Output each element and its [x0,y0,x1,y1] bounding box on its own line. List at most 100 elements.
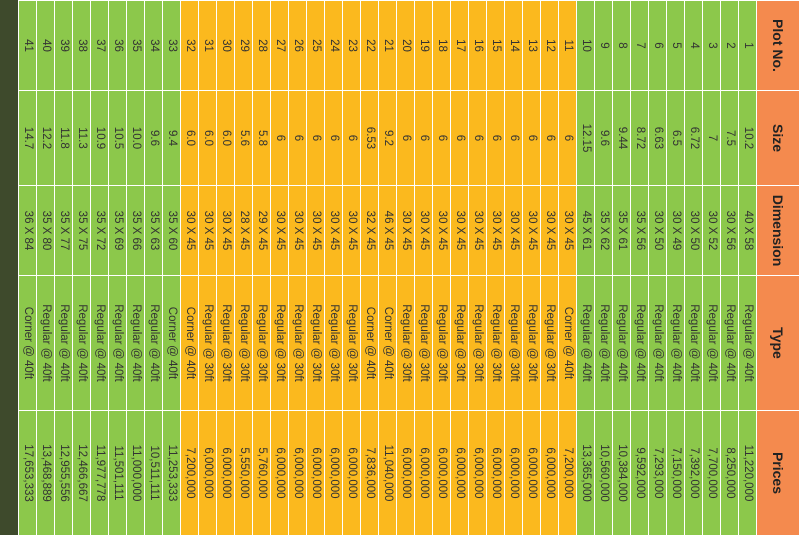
table-cell: Regular @ 30ft [540,275,559,411]
table-cell: Regular @ 30ft [216,275,235,411]
table-cell: Regular @ 40ft [630,275,649,411]
table-cell: 5.6 [234,90,253,186]
table-cell: 30 X 45 [324,185,343,276]
table-cell: Regular @ 30ft [468,275,487,411]
table-cell: Regular @ 40ft [144,275,163,411]
table-cell: 9.4 [162,90,181,186]
table-row: 21 9.2 46 X 45 Corner @ 40ft 11,040,000 [378,0,397,536]
table-cell: Corner @ 40ft [558,275,577,411]
table-cell: 11.8 [54,90,73,186]
table-cell: 35 X 60 [162,185,181,276]
table-cell: 6 [324,90,343,186]
table-cell: 7,150,000 [666,410,685,536]
table-row: 37 10.9 35 X 72 Regular @ 40ft 11,977,778 [90,0,109,536]
table-cell: Regular @ 30ft [234,275,253,411]
table-cell: 6,000,000 [432,410,451,536]
table-row: 3 7 30 X 52 Regular @ 40ft 7,700,000 [702,0,721,536]
table-cell: 30 X 45 [450,185,469,276]
table-cell: Regular @ 30ft [198,275,217,411]
table-cell: 7,836,000 [360,410,379,536]
table-cell: 1 [738,0,757,91]
table-cell: 28 [252,0,271,91]
table-cell: Regular @ 40ft [54,275,73,411]
table-cell: 6,000,000 [396,410,415,536]
table-cell: 6 [450,90,469,186]
table-cell: 9.2 [378,90,397,186]
table-cell: 35 X 80 [36,185,55,276]
table-cell: Regular @ 30ft [414,275,433,411]
table-row: 7 8.72 35 X 56 Regular @ 40ft 9,592,000 [630,0,649,536]
table-cell: 6 [522,90,541,186]
table-row: 5 6.5 30 X 49 Regular @ 40ft 7,150,000 [666,0,685,536]
table-cell: 10,384,000 [612,410,631,536]
table-cell: 27 [270,0,289,91]
table-cell: 3 [702,0,721,91]
table-cell: 13 [522,0,541,91]
table-cell: 30 X 50 [684,185,703,276]
table-row: 15 6 30 X 45 Regular @ 30ft 6,000,000 [486,0,505,536]
table-row: 23 6 30 X 45 Regular @ 30ft 6,000,000 [342,0,361,536]
table-cell: Regular @ 30ft [450,275,469,411]
table-cell: 30 X 45 [468,185,487,276]
table-cell: 10.2 [738,90,757,186]
table-row: 12 6 30 X 45 Regular @ 30ft 6,000,000 [540,0,559,536]
table-cell: 9.44 [612,90,631,186]
table-cell: 6 [288,90,307,186]
table-cell: 17 [450,0,469,91]
table-row: 10 12.15 45 X 61 Regular @ 40ft 13,365,000 [576,0,595,536]
table-cell: Regular @ 40ft [612,275,631,411]
table-cell: 17,653,333 [18,410,37,536]
table-row: 14 6 30 X 45 Regular @ 30ft 6,000,000 [504,0,523,536]
table-cell: Regular @ 30ft [486,275,505,411]
table-row: 35 10.0 35 X 66 Regular @ 40ft 11,000,000 [126,0,145,536]
table-cell: 10.9 [90,90,109,186]
table-row: 17 6 30 X 45 Regular @ 30ft 6,000,000 [450,0,469,536]
table-cell: 30 X 45 [522,185,541,276]
table-cell: 14 [504,0,523,91]
table-cell: 30 X 45 [558,185,577,276]
table-cell: 10.5 [108,90,127,186]
table-cell: 7,293,000 [648,410,667,536]
table-cell: 8 [612,0,631,91]
table-cell: 40 [36,0,55,91]
table-cell: Regular @ 40ft [594,275,613,411]
table-cell: 23 [342,0,361,91]
table-cell: 35 X 62 [594,185,613,276]
table-cell: Regular @ 30ft [324,275,343,411]
table-cell: Regular @ 30ft [270,275,289,411]
table-cell: 6,000,000 [540,410,559,536]
table-cell: 35 X 72 [90,185,109,276]
table-cell: 30 X 56 [720,185,739,276]
table-cell: 11,253,333 [162,410,181,536]
table-row: 26 6 30 X 45 Regular @ 30ft 6,000,000 [288,0,307,536]
table-cell: 34 [144,0,163,91]
side-band: FOR BOOKING & DETAILS +92-347-345-6789 [0,0,48,535]
table-cell: 9 [594,0,613,91]
table-cell: 9,592,000 [630,410,649,536]
table-cell: 6,000,000 [486,410,505,536]
table-cell: 7,700,000 [702,410,721,536]
table-row: 41 14.7 36 X 84 Corner @ 40ft 17,653,333 [18,0,37,536]
table-cell: 12 [540,0,559,91]
table-cell: Regular @ 30ft [252,275,271,411]
table-cell: Regular @ 40ft [108,275,127,411]
table-row: 22 6.53 32 X 45 Corner @ 40ft 7,836,000 [360,0,379,536]
table-cell: 6.53 [360,90,379,186]
table-cell: 9.6 [594,90,613,186]
table-cell: Corner @ 40ft [18,275,37,411]
table-cell: 5.8 [252,90,271,186]
table-cell: 11,501,111 [108,410,127,536]
table-cell: 30 X 45 [198,185,217,276]
table-row: 30 6.0 30 X 45 Regular @ 30ft 6,000,000 [216,0,235,536]
table-row: 25 6 30 X 45 Regular @ 30ft 6,000,000 [306,0,325,536]
table-cell: 11.3 [72,90,91,186]
table-cell: 35 X 63 [144,185,163,276]
table-cell: 22 [360,0,379,91]
table-cell: 9.6 [144,90,163,186]
table-cell: 41 [18,0,37,91]
table-cell: 7,200,000 [180,410,199,536]
table-cell: 4 [684,0,703,91]
table-row: 1 10.2 40 X 58 Regular @ 40ft 11,220,000 [738,0,757,536]
table-cell: 31 [198,0,217,91]
table-cell: 13,468,889 [36,410,55,536]
